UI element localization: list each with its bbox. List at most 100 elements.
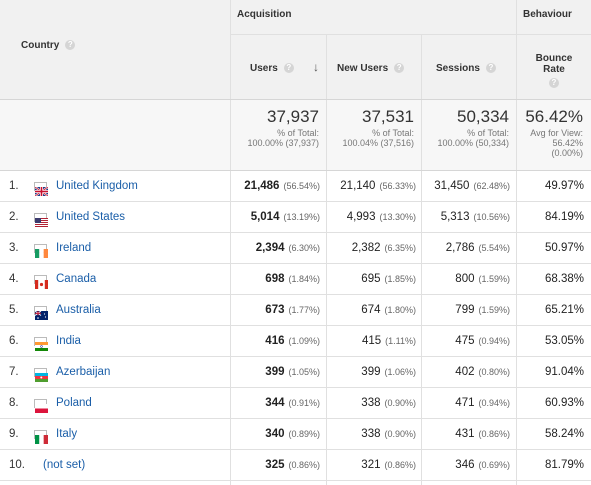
row-divider [0, 325, 591, 326]
cell-value: 2,786 [445, 242, 475, 254]
divider [326, 35, 327, 485]
country-link[interactable]: (not set) [43, 459, 86, 471]
cell-value: 698 [265, 273, 285, 285]
cell-value: 695 [361, 273, 381, 285]
flag-az-icon [34, 368, 48, 382]
cell-value: 431 [455, 428, 475, 440]
row-divider [0, 480, 591, 481]
sessions-cell: 31,450 (62.48%) [422, 171, 510, 202]
row-divider [0, 449, 591, 450]
column-header-bounce-rate[interactable]: Bounce Rate ? [524, 53, 584, 88]
group-header-behaviour: Behaviour [523, 9, 572, 20]
cell-value: 21,140 [340, 180, 376, 192]
divider [0, 99, 591, 100]
users-cell: 698 (1.84%) [231, 264, 320, 295]
help-icon[interactable]: ? [394, 63, 405, 74]
help-icon[interactable]: ? [549, 78, 559, 88]
bounce-rate-cell: 49.97% [544, 180, 584, 192]
column-header-label: Users [250, 63, 278, 74]
column-header-sessions[interactable]: Sessions? [436, 63, 496, 74]
cell-percent: (1.59%) [478, 305, 510, 315]
country-link[interactable]: Italy [56, 428, 78, 440]
row-divider [0, 263, 591, 264]
table-row: 10. (not set) 325 (0.86%) 321 (0.86%) 346(… [0, 450, 591, 481]
cell-value: 799 [455, 304, 475, 316]
row-index: 10. [9, 459, 25, 471]
users-cell: 340 (0.89%) [231, 419, 320, 450]
country-link[interactable]: Canada [56, 273, 97, 285]
cell-percent: (1.05%) [288, 367, 320, 377]
row-divider [0, 387, 591, 388]
row-index: 8. [9, 397, 19, 409]
sessions-cell: 800 (1.59%) [422, 264, 510, 295]
cell-value: 475 [455, 335, 475, 347]
flag-ca-icon [34, 275, 48, 289]
sessions-cell: 471 (0.94%) [422, 388, 510, 419]
cell-percent: (13.30%) [379, 212, 416, 222]
country-link[interactable]: Poland [56, 397, 92, 409]
new-users-cell: 21,140 (56.33%) [327, 171, 416, 202]
country-link[interactable]: Azerbaijan [56, 366, 111, 378]
users-cell: 673 (1.77%) [231, 295, 320, 326]
sessions-cell: 475 (0.94%) [422, 326, 510, 357]
row-index: 4. [9, 273, 19, 285]
row-index: 6. [9, 335, 19, 347]
cell-percent: (13.19%) [283, 212, 320, 222]
cell-value: 415 [361, 335, 382, 347]
table-row: 4. Canada 698 (1.84%) 695 (1.85%) 800 (1.59… [0, 264, 591, 295]
country-link[interactable]: United Kingdom [56, 180, 138, 192]
divider [230, 0, 231, 485]
cell-value: 674 [361, 304, 381, 316]
row-index: 1. [9, 180, 19, 192]
flag-us-icon [34, 213, 48, 227]
cell-value: 416 [265, 335, 285, 347]
sort-descending-icon[interactable]: ↓ [313, 60, 319, 74]
column-header-label: Sessions [436, 63, 480, 74]
help-icon[interactable]: ? [65, 40, 76, 51]
cell-percent: (1.85%) [384, 274, 416, 284]
bounce-rate-cell: 84.19% [544, 211, 584, 223]
total-users: 37,937 % of Total: 100.00% (37,937) [231, 108, 319, 149]
cell-value: 399 [361, 366, 381, 378]
cell-value: 2,394 [255, 242, 285, 254]
cell-percent: (56.33%) [379, 181, 416, 191]
help-icon[interactable]: ? [283, 63, 294, 74]
country-link[interactable]: Australia [56, 304, 101, 316]
column-header-country[interactable]: Country? [21, 40, 76, 51]
row-divider [0, 201, 591, 202]
row-divider [0, 356, 591, 357]
column-header-users[interactable]: Users? [250, 63, 294, 74]
country-link[interactable]: United States [56, 211, 126, 223]
total-caption: % of Total: [372, 128, 414, 138]
total-value: 50,334 [457, 107, 509, 126]
flag-it-icon [34, 430, 48, 444]
cell-percent: (0.80%) [478, 367, 510, 377]
row-divider [0, 294, 591, 295]
sessions-cell: 431 (0.86%) [422, 419, 510, 450]
bounce-rate-cell: 60.93% [544, 397, 584, 409]
cell-value: 344 [265, 397, 285, 409]
cell-percent: (1.59%) [478, 274, 510, 284]
row-divider [0, 232, 591, 233]
row-index: 2. [9, 211, 19, 223]
cell-percent: (0.90%) [384, 429, 416, 439]
new-users-cell: 4,993 (13.30%) [327, 202, 416, 233]
cell-percent: (0.94%) [478, 336, 510, 346]
cell-percent: (0.90%) [384, 398, 416, 408]
cell-percent: (1.09%) [288, 336, 320, 346]
users-cell: 399 (1.05%) [231, 357, 320, 388]
country-link[interactable]: India [56, 335, 81, 347]
users-cell: 325 (0.86%) [231, 450, 320, 481]
table-row: 2. United States 5,014 (13.19%) 4,993 (13.… [0, 202, 591, 233]
column-header-label: Bounce Rate [535, 53, 573, 75]
country-link[interactable]: Ireland [56, 242, 92, 254]
cell-value: 2,382 [351, 242, 381, 254]
table-row: 9. Italy 340 (0.89%) 338 (0.90%) 431 (0.86%… [0, 419, 591, 450]
cell-percent: (1.06%) [384, 367, 416, 377]
column-header-new-users[interactable]: New Users? [337, 63, 405, 74]
help-icon[interactable]: ? [485, 63, 496, 74]
divider [0, 170, 591, 171]
cell-value: 21,486 [244, 180, 280, 192]
users-cell: 5,014 (13.19%) [231, 202, 320, 233]
new-users-cell: 2,382 (6.35%) [327, 233, 416, 264]
